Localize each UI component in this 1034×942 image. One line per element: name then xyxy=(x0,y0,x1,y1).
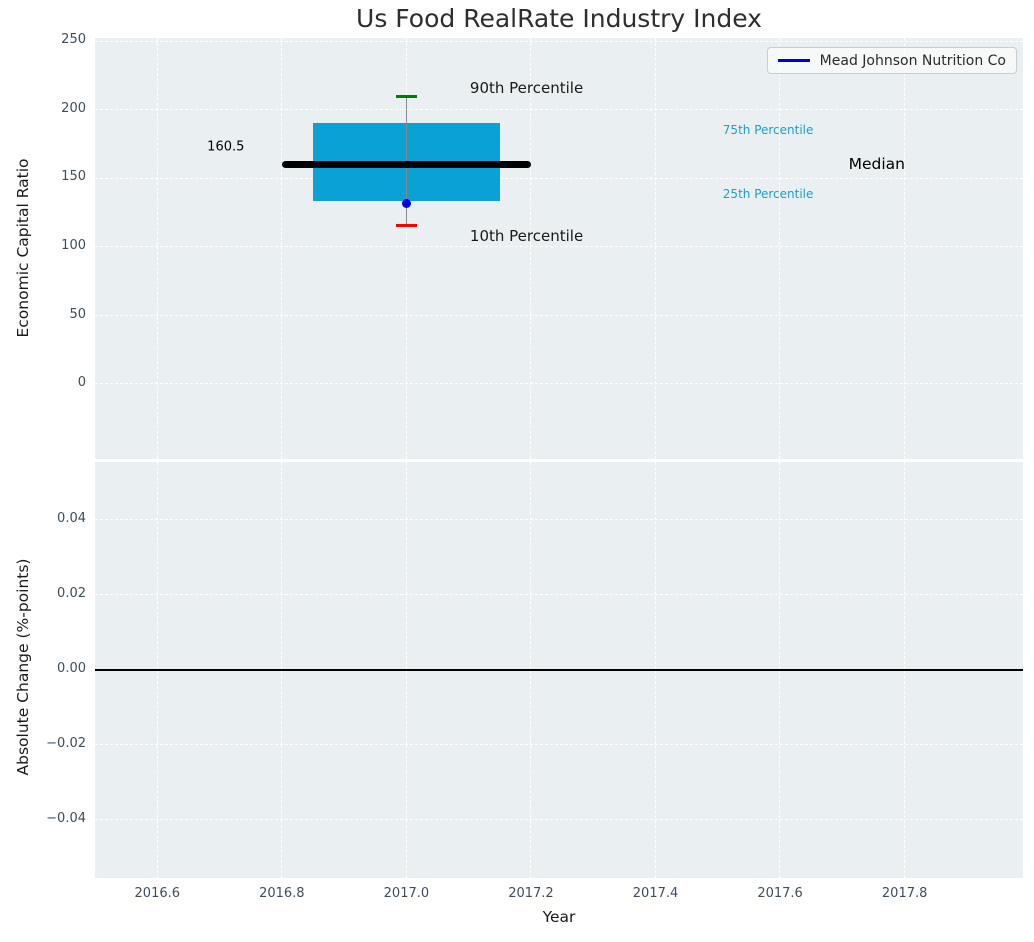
x-gridline xyxy=(156,38,158,459)
annotation-90th-percentile: 90th Percentile xyxy=(469,78,584,97)
legend: Mead Johnson Nutrition Co xyxy=(766,47,1017,74)
y-gridline xyxy=(95,519,1023,521)
y-tick-label: −0.02 xyxy=(46,735,86,751)
y-tick-label: 150 xyxy=(61,169,86,185)
x-gridline xyxy=(530,38,532,459)
y-gridline xyxy=(95,246,1023,248)
y-tick-label: 0.04 xyxy=(57,511,86,527)
axes-economic-capital-ratio: 160.5 90th Percentile 10th Percentile 75th … xyxy=(95,38,1023,459)
chart-title: Us Food RealRate Industry Index xyxy=(356,4,762,33)
x-tick-label: 2017.2 xyxy=(508,886,554,901)
p10-cap xyxy=(395,223,417,227)
legend-line-sample xyxy=(777,59,810,62)
y-gridline xyxy=(95,383,1023,385)
x-tick-label: 2017.8 xyxy=(881,886,928,901)
y-gridline xyxy=(95,177,1023,179)
x-tick-label: 2017.6 xyxy=(757,886,803,901)
legend-label: Mead Johnson Nutrition Co xyxy=(819,52,1006,69)
y-gridline xyxy=(95,109,1023,111)
y-tick-label: 0.00 xyxy=(57,661,86,676)
x-tick-label: 2016.8 xyxy=(259,886,305,901)
x-gridline xyxy=(903,38,905,459)
p90-cap xyxy=(395,95,417,99)
x-tick-label: 2017.0 xyxy=(383,886,430,901)
y-tick-label: 50 xyxy=(69,306,86,322)
annotation-160-5: 160.5 xyxy=(207,139,245,155)
annotation-median: Median xyxy=(848,155,905,174)
y-gridline xyxy=(95,594,1023,596)
annotation-10th-percentile: 10th Percentile xyxy=(469,227,584,246)
x-axis-label: Year xyxy=(542,908,576,926)
y-gridline xyxy=(95,314,1023,316)
y-tick-label: 0.02 xyxy=(57,586,86,602)
company-dot xyxy=(401,198,411,208)
y-tick-label: 200 xyxy=(61,100,86,116)
y-gridline xyxy=(95,40,1023,42)
x-gridline xyxy=(281,38,283,459)
x-gridline xyxy=(405,38,407,459)
x-tick-label: 2016.6 xyxy=(134,886,181,901)
annotation-75th-percentile: 75th Percentile xyxy=(722,123,814,138)
y-gridline xyxy=(95,819,1023,821)
x-tick-label: 2017.4 xyxy=(632,886,679,901)
x-gridline xyxy=(654,38,656,459)
zero-line xyxy=(95,669,1023,671)
y-tick-label: 0 xyxy=(77,375,86,391)
y-tick-label: −0.04 xyxy=(46,810,86,826)
y-gridline xyxy=(95,744,1023,746)
median-line xyxy=(281,160,531,168)
y-tick-label: 100 xyxy=(61,237,86,253)
x-gridline xyxy=(779,38,781,459)
annotation-25th-percentile: 25th Percentile xyxy=(722,186,814,201)
axes-absolute-change xyxy=(95,462,1023,878)
y-tick-label: 250 xyxy=(61,32,86,48)
